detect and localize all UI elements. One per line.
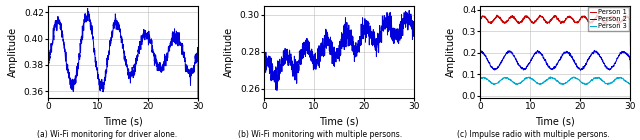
Person 2 (546, 67, 554, 69)
Person 1 (543, 22, 551, 24)
Legend: Person 1, Person 2, Person 3: Person 1, Person 2, Person 3 (588, 7, 629, 31)
Person 3 (494, 82, 502, 84)
Person 1 (627, 45, 634, 46)
Person 2 (476, 73, 484, 75)
Person 3 (543, 79, 551, 81)
Person 3 (540, 81, 548, 82)
Text: (a) Wi-Fi monitoring for driver alone.: (a) Wi-Fi monitoring for driver alone. (36, 130, 177, 139)
X-axis label: Time (s): Time (s) (319, 117, 359, 127)
Person 3 (627, 86, 634, 88)
Person 2 (543, 63, 551, 65)
Person 2 (534, 50, 541, 51)
Person 1 (546, 21, 554, 22)
Person 3 (476, 87, 484, 88)
Person 2 (494, 66, 502, 68)
Y-axis label: Amplitude: Amplitude (8, 27, 18, 77)
Person 2 (562, 52, 570, 54)
Person 2 (540, 58, 548, 60)
X-axis label: Time (s): Time (s) (536, 117, 575, 127)
Person 1 (488, 21, 496, 23)
Y-axis label: Amplitude: Amplitude (446, 27, 456, 77)
Person 1 (494, 16, 502, 18)
Line: Person 1: Person 1 (480, 15, 630, 46)
Person 3 (488, 82, 496, 84)
Line: Person 3: Person 3 (480, 77, 630, 87)
Person 3 (547, 76, 554, 78)
Text: (c) Impulse radio with multiple persons.: (c) Impulse radio with multiple persons. (457, 130, 610, 139)
X-axis label: Time (s): Time (s) (103, 117, 143, 127)
Text: (b) Wi-Fi monitoring with multiple persons.: (b) Wi-Fi monitoring with multiple perso… (238, 130, 402, 139)
Person 2 (627, 68, 634, 70)
Person 1 (562, 18, 570, 19)
Line: Person 2: Person 2 (480, 51, 630, 74)
Person 1 (493, 14, 500, 16)
Y-axis label: Amplitude: Amplitude (224, 27, 234, 77)
Person 2 (488, 66, 496, 68)
Person 3 (562, 82, 570, 84)
Person 1 (540, 19, 548, 21)
Person 1 (476, 43, 484, 45)
Person 3 (546, 77, 554, 79)
